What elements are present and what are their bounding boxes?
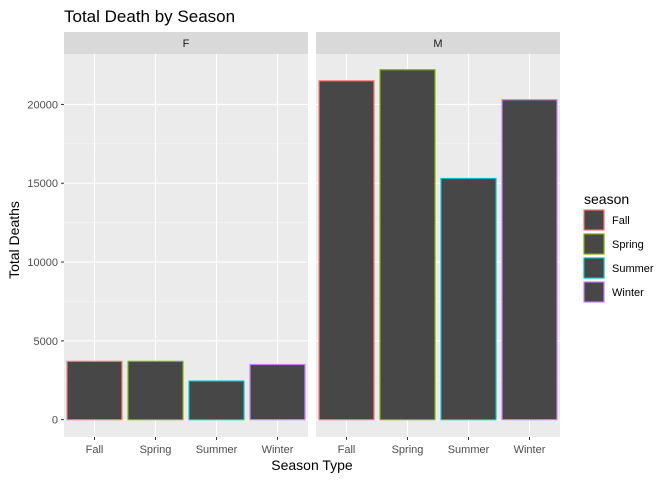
x-tick-label: Summer bbox=[448, 444, 490, 456]
x-tick-label: Winter bbox=[262, 444, 294, 456]
facet-strip bbox=[64, 32, 308, 54]
bar-F-winter bbox=[249, 363, 306, 421]
x-tick-label: Winter bbox=[514, 444, 546, 456]
x-tick-label: Spring bbox=[140, 444, 172, 456]
y-tick-label: 15000 bbox=[27, 178, 58, 190]
y-tick-label: 5000 bbox=[34, 336, 58, 348]
facet-strip-label: M bbox=[433, 38, 442, 50]
x-tick-label: Fall bbox=[338, 444, 356, 456]
y-tick-label: 0 bbox=[52, 415, 58, 427]
legend-key-spring bbox=[583, 233, 605, 255]
legend-key-fall bbox=[583, 209, 605, 231]
legend-label-winter: Winter bbox=[612, 287, 644, 299]
bar-F-summer bbox=[188, 380, 245, 421]
legend-title: season bbox=[584, 191, 629, 207]
facet-strip-label: F bbox=[183, 38, 190, 50]
legend-label-spring: Spring bbox=[612, 239, 644, 251]
legend: season Fall Spring Summer Winter bbox=[583, 191, 654, 303]
x-tick-label: Fall bbox=[86, 444, 104, 456]
bar-M-winter bbox=[501, 99, 558, 421]
x-tick-label: Summer bbox=[196, 444, 238, 456]
bar-F-fall bbox=[66, 360, 123, 421]
bar-M-summer bbox=[440, 177, 497, 421]
facet-panel-F: F Fall Spring Summer Winter bbox=[64, 32, 308, 456]
x-axis-label: Season Type bbox=[271, 457, 353, 473]
facet-strip bbox=[316, 32, 560, 54]
legend-label-summer: Summer bbox=[612, 263, 654, 275]
chart-title: Total Death by Season bbox=[64, 7, 235, 26]
bar-F-spring bbox=[127, 360, 184, 421]
bar-M-fall bbox=[318, 80, 375, 421]
facet-panels: F Fall Spring Summer Winter M Fall Spring Summer… bbox=[64, 32, 560, 456]
y-tick-label: 10000 bbox=[27, 257, 58, 269]
x-tick-label: Spring bbox=[392, 444, 424, 456]
legend-key-summer bbox=[583, 257, 605, 279]
y-axis-label: Total Deaths bbox=[6, 201, 22, 279]
bar-M-spring bbox=[379, 69, 436, 421]
y-tick-label: 20000 bbox=[27, 99, 58, 111]
facet-panel-M: M Fall Spring Summer Winter bbox=[316, 32, 560, 456]
legend-key-winter bbox=[583, 281, 605, 303]
y-axis: 0 5000 10000 15000 20000 bbox=[27, 99, 64, 427]
legend-label-fall: Fall bbox=[612, 215, 630, 227]
